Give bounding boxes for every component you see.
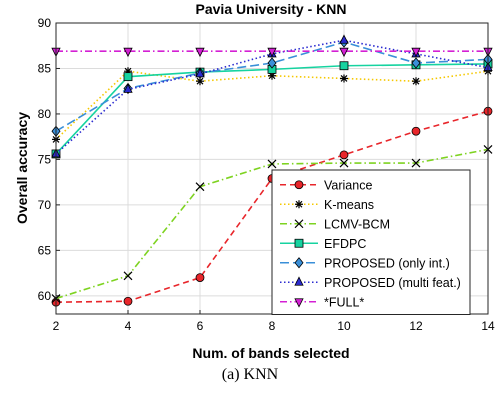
y-tick-label: 75 [38, 152, 52, 166]
x-tick-label: 10 [337, 319, 351, 333]
series-layer [51, 34, 493, 307]
legend-label: *FULL* [324, 295, 364, 309]
legend-label: EFDPC [324, 237, 366, 251]
data-point [123, 72, 133, 82]
series-6 [51, 47, 493, 58]
data-point [124, 67, 132, 76]
x-tick-label: 6 [197, 319, 204, 333]
y-tick-label: 70 [38, 198, 52, 212]
data-point [339, 34, 349, 44]
data-point [339, 47, 349, 58]
data-point [339, 150, 349, 160]
line-chart: Pavia University - KNN 2 4 6 8 10 12 14 60 65 70 7… [14, 1, 495, 361]
y-axis-label: Overall accuracy [14, 112, 30, 224]
data-point [196, 77, 204, 86]
data-point [411, 57, 421, 69]
legend-label: Variance [324, 178, 372, 192]
legend-marker [295, 200, 303, 209]
x-axis-label: Num. of bands selected [192, 345, 349, 361]
data-point [267, 159, 277, 169]
figure-caption: (a) KNN [221, 366, 279, 383]
x-tick-label: 4 [125, 319, 132, 333]
y-tick-label: 65 [38, 243, 52, 257]
legend-label: LCMV-BCM [324, 217, 390, 231]
legend-marker [294, 180, 304, 190]
legend-label: PROPOSED (only int.) [324, 256, 450, 270]
y-tick-label: 80 [38, 107, 52, 121]
data-point [339, 61, 349, 71]
x-tick-label: 2 [53, 319, 60, 333]
data-point [123, 47, 133, 58]
data-point [123, 83, 133, 93]
y-tick-label: 90 [38, 16, 52, 30]
legend-marker [294, 276, 304, 286]
data-point [412, 77, 420, 86]
chart-title: Pavia University - KNN [196, 1, 347, 17]
tick-labels: 2 4 6 8 10 12 14 60 65 70 75 80 85 90 [38, 16, 495, 333]
legend-marker [294, 238, 304, 248]
data-point [195, 47, 205, 58]
legend-box [271, 169, 471, 315]
x-tick-label: 12 [409, 319, 423, 333]
data-point [411, 126, 421, 136]
data-point [339, 158, 349, 168]
data-point [267, 57, 277, 69]
data-point [340, 74, 348, 83]
data-point [195, 68, 205, 78]
y-tick-label: 85 [38, 61, 52, 75]
legend-marker [294, 219, 304, 229]
data-point [123, 296, 133, 306]
legend: Variance K-means LCMV-BCM EFDPC PROPOSED (on… [271, 169, 471, 315]
legend-label: PROPOSED (multi feat.) [324, 276, 461, 290]
x-tick-label: 8 [269, 319, 276, 333]
series-1 [52, 67, 492, 144]
legend-label: K-means [324, 198, 374, 212]
x-tick-label: 14 [481, 319, 495, 333]
data-point [195, 273, 205, 283]
legend-marker [294, 298, 304, 308]
data-point [267, 47, 277, 58]
data-point [195, 182, 205, 192]
legend-marker [294, 257, 304, 269]
data-point [411, 158, 421, 168]
data-point [268, 71, 276, 80]
data-point [123, 271, 133, 281]
data-point [411, 47, 421, 58]
y-tick-label: 60 [38, 289, 52, 303]
series-2 [51, 144, 493, 303]
